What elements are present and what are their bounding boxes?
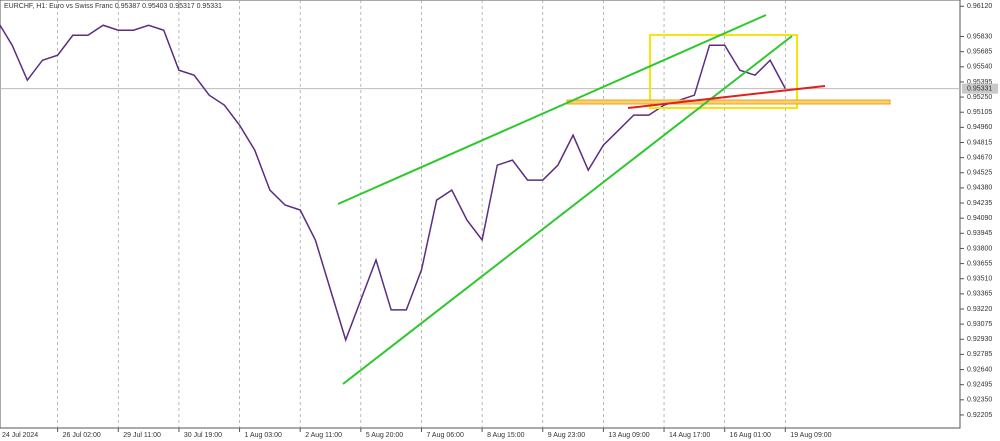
y-tick-label: 0.94815 [967,139,992,146]
x-tick-label: 14 Aug 17:00 [669,432,710,439]
y-tick-label: 0.93655 [967,260,992,267]
lower-trend-line [342,35,793,385]
y-tick-label: 0.95540 [967,64,992,71]
x-tick-label: 9 Aug 23:00 [548,432,585,439]
plot-frame [0,0,961,429]
y-tick-label: 0.92785 [967,351,992,358]
y-tick-label: 0.95685 [967,49,992,56]
y-tick-label: 0.94670 [967,154,992,161]
y-tick-label: 0.92640 [967,366,992,373]
x-tick-label: 13 Aug 09:00 [608,432,649,439]
y-tick-label: 0.92350 [967,397,992,404]
x-tick-label: 8 Aug 15:00 [487,432,524,439]
upper-trend-line [337,14,767,205]
y-tick-label: 0.94090 [967,215,992,222]
y-tick-label: 0.94525 [967,170,992,177]
y-tick-label: 0.95395 [967,79,992,86]
y-tick-label: 0.93945 [967,230,992,237]
last-price-tag [962,83,998,94]
y-tick-label: 0.94960 [967,124,992,131]
x-tick-label: 26 Jul 02:00 [63,432,101,439]
y-tick-label: 0.93075 [967,321,992,328]
y-tick-label: 0.93510 [967,276,992,283]
y-tick-label: 0.93365 [967,291,992,298]
x-tick-label: 16 Aug 01:00 [730,432,771,439]
x-tick-label: 19 Aug 09:00 [790,432,831,439]
y-tick-label: 0.93800 [967,245,992,252]
red-line [627,85,826,109]
y-tick-label: 0.92930 [967,336,992,343]
x-tick-label: 30 Jul 19:00 [184,432,222,439]
y-tick-label: 0.95250 [967,94,992,101]
support-band [566,99,891,105]
y-tick-label: 0.93220 [967,306,992,313]
highlight-box [649,34,798,109]
drawings [337,14,891,385]
last-price-label: 0.95331 [967,85,992,92]
y-tick-label: 0.92205 [967,412,992,419]
x-tick-label: 5 Aug 20:00 [366,432,403,439]
price-line [0,23,786,343]
x-tick-label: 29 Jul 11:00 [123,432,161,439]
y-tick-label: 0.94380 [967,185,992,192]
y-tick-label: 0.95105 [967,109,992,116]
y-tick-label: 0.94235 [967,200,992,207]
x-tick-label: 2 Aug 11:00 [305,432,342,439]
chart-title: EURCHF, H1: Euro vs Swiss Franc 0.95387 … [4,3,222,10]
x-tick-label: 24 Jul 2024 [2,432,38,439]
y-tick-label: 0.92495 [967,382,992,389]
y-tick-label: 0.95830 [967,33,992,40]
x-tick-label: 1 Aug 03:00 [245,432,282,439]
y-tick-label: 0.96120 [967,3,992,10]
x-tick-label: 7 Aug 06:00 [426,432,463,439]
